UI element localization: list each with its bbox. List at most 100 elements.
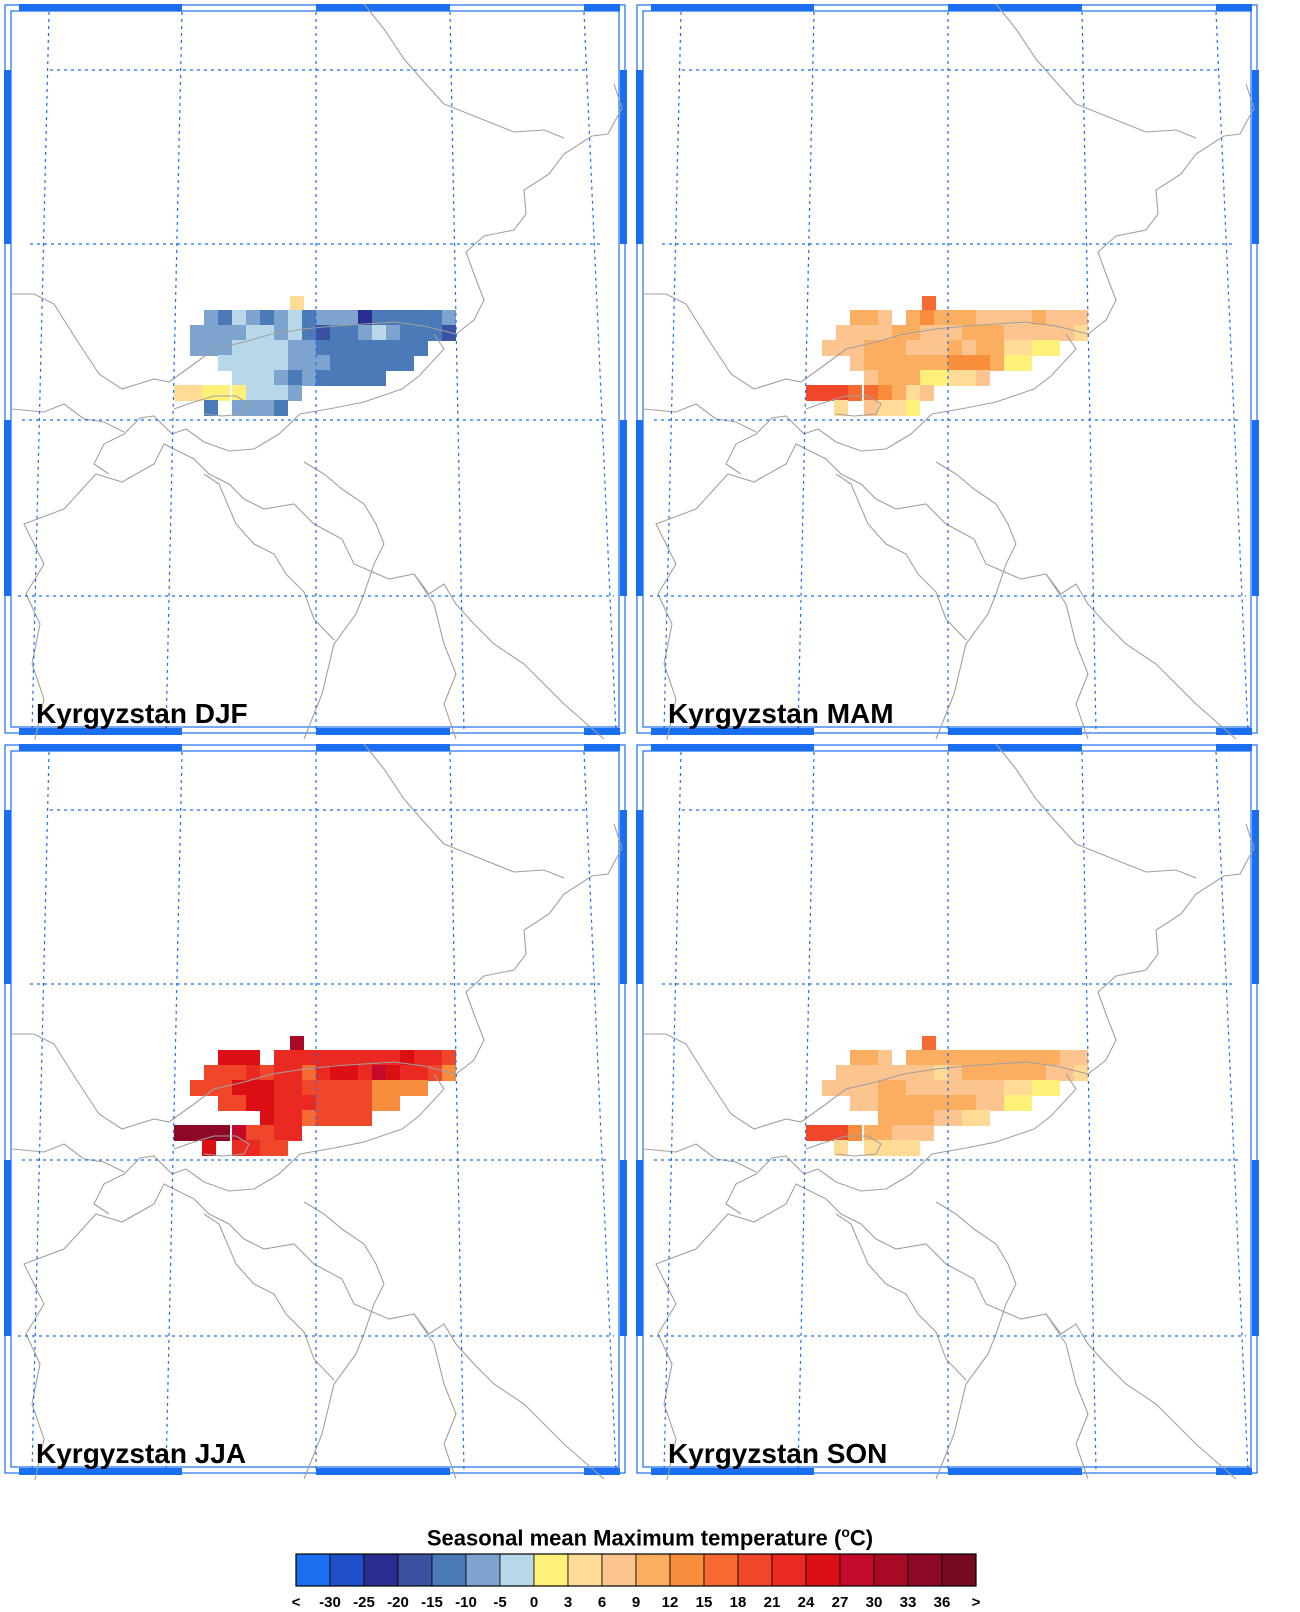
grid-cell xyxy=(274,400,288,416)
grid-cell xyxy=(246,385,260,401)
graticule xyxy=(18,751,617,1473)
grid-cell xyxy=(302,325,316,341)
grid-cell xyxy=(848,385,862,401)
grid-cell xyxy=(892,1065,906,1081)
legend-swatch xyxy=(941,1553,977,1587)
grid-cell xyxy=(344,1065,358,1081)
grid-cell xyxy=(1018,1080,1032,1096)
grid-cell xyxy=(934,1050,948,1066)
grid-cell xyxy=(962,1080,976,1096)
grid-cell xyxy=(878,1095,892,1111)
grid-cell xyxy=(922,296,936,312)
grid-cell xyxy=(1018,340,1032,356)
grid-cell xyxy=(414,1080,428,1096)
grid-cell xyxy=(400,340,414,356)
grid-cell xyxy=(920,355,934,371)
legend-tick-label: 24 xyxy=(798,1594,815,1611)
grid-cell xyxy=(288,1080,302,1096)
grid-cell xyxy=(344,340,358,356)
grid-cell xyxy=(232,355,246,371)
grid-cell xyxy=(344,1080,358,1096)
grid-cell xyxy=(850,1050,864,1066)
border-line xyxy=(413,1313,457,1480)
grid-cell xyxy=(906,340,920,356)
grid-cell xyxy=(892,355,906,371)
grid-cell xyxy=(246,1095,260,1111)
border-line xyxy=(173,395,250,417)
grid-cell xyxy=(260,325,274,341)
grid-cell xyxy=(834,400,848,416)
grid-cell xyxy=(246,1140,260,1156)
grid-cell xyxy=(260,385,274,401)
grid-cell xyxy=(1032,1065,1046,1081)
grid-cell xyxy=(906,1110,920,1126)
panel-title: Kyrgyzstan JJA xyxy=(36,1438,247,1469)
grid-cell xyxy=(934,370,948,386)
grid-cell xyxy=(204,1065,218,1081)
grid-cell xyxy=(934,1065,948,1081)
legend-tick-label: -25 xyxy=(353,1594,375,1611)
grid-cell xyxy=(864,325,878,341)
grid-cell xyxy=(850,355,864,371)
grid-cell xyxy=(990,1065,1004,1081)
grid-cell xyxy=(990,310,1004,326)
grid-cell xyxy=(260,310,274,326)
grid-cell xyxy=(1046,1080,1060,1096)
grid-cell xyxy=(400,310,414,326)
grid-cell xyxy=(216,1125,230,1141)
panel-title: Kyrgyzstan MAM xyxy=(668,698,894,729)
grid-cell xyxy=(232,1125,246,1141)
grid-cell xyxy=(892,325,906,341)
grid-cell xyxy=(962,1095,976,1111)
border-line xyxy=(805,395,882,417)
graticule xyxy=(650,751,1249,1473)
grid-cell xyxy=(232,1065,246,1081)
grid-cell xyxy=(358,1050,372,1066)
grid-cell xyxy=(288,340,302,356)
legend-tick-label: 30 xyxy=(866,1594,883,1611)
grid-cell xyxy=(836,1065,850,1081)
grid-cell xyxy=(920,340,934,356)
grid-cell xyxy=(260,370,274,386)
grid-cell xyxy=(976,370,990,386)
grid-cell xyxy=(358,1065,372,1081)
grid-cell xyxy=(246,310,260,326)
grid-cell xyxy=(232,1050,246,1066)
map-panel-son: Kyrgyzstan SON xyxy=(636,744,1268,1500)
grid-cell xyxy=(414,1050,428,1066)
grid-cell xyxy=(906,1080,920,1096)
border-line xyxy=(1045,1313,1089,1480)
grid-cell xyxy=(962,370,976,386)
grid-cell xyxy=(288,325,302,341)
border-line xyxy=(835,1213,967,1381)
grid-cell xyxy=(290,296,304,312)
grid-cell xyxy=(246,370,260,386)
data-cells xyxy=(174,1036,456,1156)
grid-cell xyxy=(878,1080,892,1096)
grid-cell xyxy=(1060,325,1074,341)
grid-cell xyxy=(218,1050,232,1066)
legend-tick-label: 27 xyxy=(832,1594,849,1611)
legend-tick-label: -10 xyxy=(455,1594,477,1611)
grid-cell xyxy=(962,325,976,341)
grid-cell xyxy=(344,325,358,341)
grid-cell xyxy=(316,325,330,341)
grid-cell xyxy=(834,1140,848,1156)
legend-swatch xyxy=(737,1553,773,1587)
map-panel-jja: Kyrgyzstan JJA xyxy=(4,744,636,1500)
grid-cell xyxy=(400,325,414,341)
grid-cell xyxy=(344,1110,358,1126)
grid-cell xyxy=(288,385,302,401)
legend-swatch xyxy=(397,1553,433,1587)
grid-cell xyxy=(232,385,246,401)
legend-swatch xyxy=(329,1553,365,1587)
grid-cell xyxy=(878,1065,892,1081)
grid-cell xyxy=(260,1065,274,1081)
map-jja xyxy=(4,744,627,1480)
grid-cell xyxy=(878,1050,892,1066)
grid-cell xyxy=(400,1065,414,1081)
grid-cell xyxy=(330,1110,344,1126)
grid-cell xyxy=(428,1065,442,1081)
grid-cell xyxy=(976,355,990,371)
grid-cell xyxy=(414,1065,428,1081)
